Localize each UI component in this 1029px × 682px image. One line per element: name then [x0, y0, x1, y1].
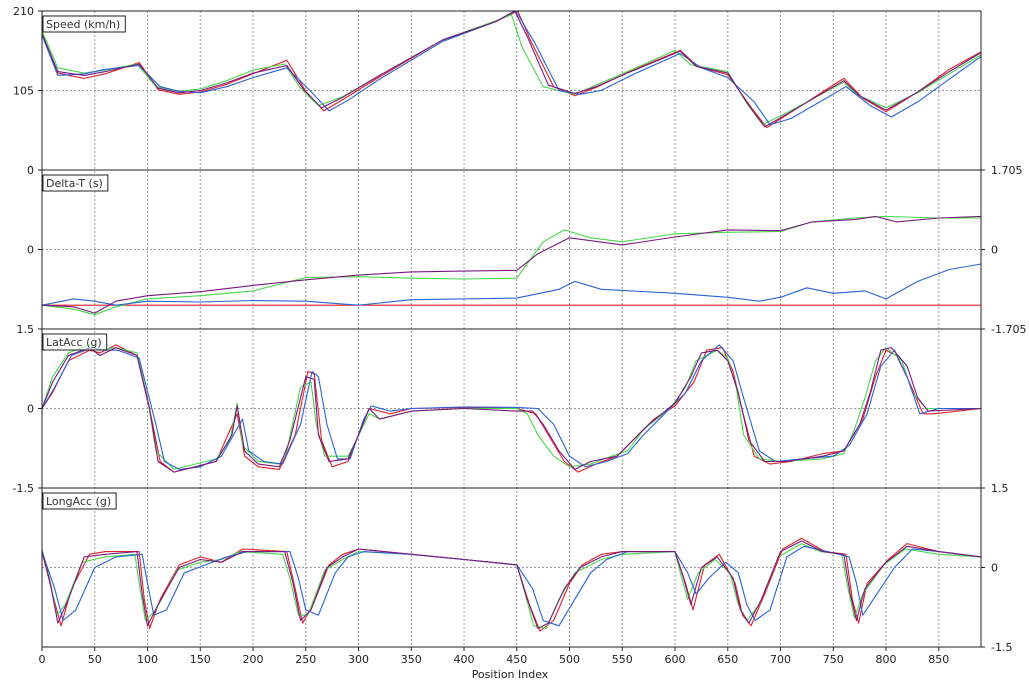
- x-tick-label: 550: [612, 653, 633, 666]
- x-tick-label: 700: [770, 653, 791, 666]
- series-line-purple: [41, 215, 982, 314]
- y-right-tick-label: 1.705: [991, 164, 1023, 177]
- panel-title-box: [42, 333, 108, 351]
- x-tick-label: 600: [665, 653, 686, 666]
- y-right-tick-label: 0: [991, 244, 998, 257]
- y-tick-label: 1.5: [17, 323, 35, 336]
- panel-title: Delta-T (s): [46, 177, 103, 190]
- x-tick-label: 250: [295, 653, 316, 666]
- x-tick-label: 100: [137, 653, 158, 666]
- x-tick-label: 500: [559, 653, 580, 666]
- panel-frames: [38, 10, 985, 651]
- x-tick-label: 750: [823, 653, 844, 666]
- x-tick-label: 0: [39, 653, 46, 666]
- y-right-tick-label: -1.705: [991, 323, 1026, 336]
- y-tick-label: 0: [27, 244, 34, 257]
- y-right-tick-label: -1.5: [991, 641, 1012, 654]
- x-tick-label: 300: [348, 653, 369, 666]
- y-right-tick-label: 1.5: [991, 482, 1009, 495]
- series-line-red: [41, 537, 982, 632]
- panel-title: LatAcc (g): [46, 336, 102, 349]
- panel-title-box: [42, 174, 109, 192]
- y-tick-label: 0: [27, 164, 34, 177]
- x-tick-label: 150: [190, 653, 211, 666]
- axis-labels: Position Index 0 50 100 150 200 250 300 350 400 4…: [13, 5, 1027, 681]
- x-tick-label: 350: [401, 653, 422, 666]
- panel-title: Speed (km/h): [46, 18, 120, 31]
- x-tick-label: 800: [876, 653, 897, 666]
- series-line-purple: [41, 540, 982, 630]
- y-tick-label: 0: [27, 403, 34, 416]
- y-tick-label: -1.5: [13, 482, 34, 495]
- x-tick-label: 50: [88, 653, 102, 666]
- panel-title-box: [42, 15, 126, 33]
- x-tick-label: 850: [928, 653, 949, 666]
- x-tick-label: 400: [454, 653, 475, 666]
- y-tick-label: 105: [13, 85, 34, 98]
- series-lines: [41, 10, 982, 632]
- series-line-blue: [41, 263, 982, 306]
- y-right-tick-label: 0: [991, 562, 998, 575]
- y-tick-label: 210: [13, 5, 34, 18]
- series-line-purple: [41, 347, 982, 473]
- panel-title: LongAcc (g): [46, 495, 111, 508]
- x-axis-label: Position Index: [472, 668, 549, 681]
- panel-title-box: [42, 492, 117, 510]
- x-tick-label: 650: [717, 653, 738, 666]
- x-tick-label: 450: [506, 653, 527, 666]
- x-tick-label: 200: [243, 653, 264, 666]
